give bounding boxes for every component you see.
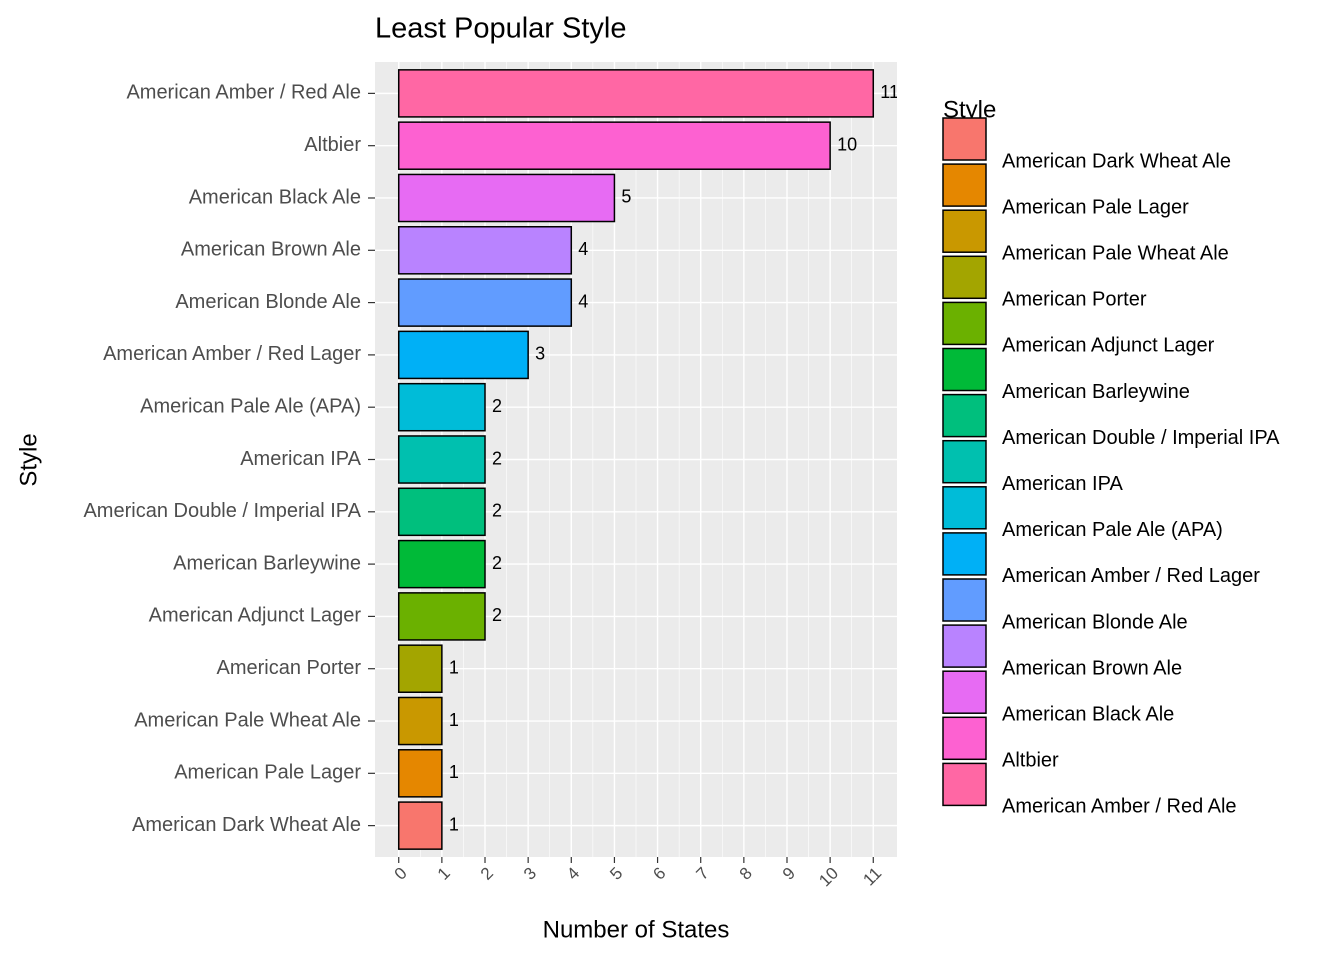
- legend-label: American Double / Imperial IPA: [1002, 427, 1280, 449]
- data-label: 4: [578, 291, 588, 311]
- legend-label: American Dark Wheat Ale: [1002, 150, 1231, 172]
- legend-label: American Brown Ale: [1002, 657, 1182, 679]
- bar: [397, 173, 616, 223]
- y-tick-label: American Dark Wheat Ale: [132, 814, 361, 836]
- y-tick-label: American Brown Ale: [181, 239, 361, 261]
- legend-key: [942, 486, 987, 530]
- y-tick-label: American Amber / Red Ale: [126, 82, 361, 104]
- legend-label: American Amber / Red Lager: [1002, 565, 1260, 587]
- data-label: 4: [578, 239, 588, 259]
- y-tick-label: American Amber / Red Lager: [103, 343, 361, 365]
- bar: [397, 592, 486, 641]
- x-tick-label: 4: [563, 864, 583, 884]
- y-tick-label: American Black Ale: [189, 186, 361, 208]
- y-tick-label: American Pale Wheat Ale: [134, 709, 361, 731]
- x-tick-label: 7: [693, 864, 713, 884]
- bar: [397, 69, 875, 118]
- bar: [397, 801, 443, 850]
- x-tick-label: 1: [434, 864, 454, 884]
- legend-label: American Amber / Red Ale: [1002, 796, 1237, 818]
- y-tick-label: American IPA: [240, 448, 361, 470]
- bar: [397, 696, 443, 746]
- legend-label: American Porter: [1002, 289, 1147, 311]
- bar: [397, 121, 831, 170]
- legend-key: [942, 532, 987, 576]
- data-label: 1: [449, 710, 459, 730]
- legend-label: American Black Ale: [1002, 703, 1174, 725]
- legend-label: American Blonde Ale: [1002, 611, 1188, 633]
- data-label: 2: [492, 448, 502, 468]
- y-tick-label: American Pale Lager: [174, 762, 361, 784]
- legend-label: American Pale Lager: [1002, 196, 1189, 218]
- legend-key: [942, 578, 987, 622]
- legend-key: [942, 163, 987, 207]
- bar: [397, 226, 573, 275]
- bar: [397, 330, 529, 380]
- legend-key: [942, 624, 987, 668]
- legend-key: [942, 347, 987, 392]
- legend-key: [942, 393, 987, 438]
- data-label: 1: [449, 657, 459, 677]
- x-tick-label: 2: [477, 864, 497, 884]
- y-axis-label: Style: [15, 433, 42, 486]
- legend-key: [942, 301, 987, 346]
- legend-label: American IPA: [1002, 473, 1123, 495]
- legend-key: [942, 762, 987, 807]
- legend-label: American Barleywine: [1002, 381, 1190, 403]
- data-label: 3: [535, 344, 545, 364]
- y-tick-label: Altbier: [304, 134, 361, 156]
- data-label: 2: [492, 605, 502, 625]
- chart-title: Least Popular Style: [375, 13, 626, 45]
- data-label: 11: [880, 82, 899, 102]
- data-label: 2: [492, 396, 502, 416]
- legend-key: [942, 670, 987, 714]
- x-tick-label: 8: [736, 864, 756, 884]
- bar: [397, 644, 443, 693]
- legend-key: [942, 439, 987, 484]
- bar: [397, 539, 486, 589]
- legend-key: [942, 255, 987, 300]
- data-label: 1: [449, 814, 459, 834]
- legend-label: Altbier: [1002, 750, 1059, 772]
- bar: [397, 278, 573, 327]
- x-axis-label: Number of States: [543, 916, 730, 943]
- y-tick-label: American Pale Ale (APA): [140, 395, 361, 417]
- legend-label: American Adjunct Lager: [1002, 335, 1215, 357]
- x-tick-label: 5: [606, 864, 626, 884]
- data-label: 2: [492, 501, 502, 521]
- bar: [397, 435, 486, 484]
- x-tick-label: 11: [859, 864, 885, 890]
- x-tick-label: 3: [520, 864, 540, 884]
- legend-label: American Pale Ale (APA): [1002, 519, 1223, 541]
- x-tick-label: 9: [779, 864, 799, 884]
- legend-label: American Pale Wheat Ale: [1002, 242, 1229, 264]
- data-label: 5: [621, 187, 631, 207]
- y-tick-label: American Adjunct Lager: [149, 605, 362, 627]
- bar: [397, 749, 443, 798]
- data-label: 2: [492, 553, 502, 573]
- bar: [397, 487, 486, 537]
- y-tick-label: American Barleywine: [173, 552, 361, 574]
- x-tick-label: 10: [815, 864, 842, 891]
- legend-key: [942, 209, 987, 253]
- bar: [397, 382, 486, 432]
- data-label: 10: [837, 134, 857, 154]
- y-tick-label: American Porter: [217, 657, 362, 679]
- y-tick-label: American Blonde Ale: [175, 291, 361, 313]
- legend-key: [942, 117, 987, 161]
- legend-key: [942, 716, 987, 761]
- data-label: 1: [449, 762, 459, 782]
- y-tick-label: American Double / Imperial IPA: [83, 500, 361, 522]
- x-tick-label: 0: [391, 864, 411, 884]
- x-tick-label: 6: [649, 864, 669, 884]
